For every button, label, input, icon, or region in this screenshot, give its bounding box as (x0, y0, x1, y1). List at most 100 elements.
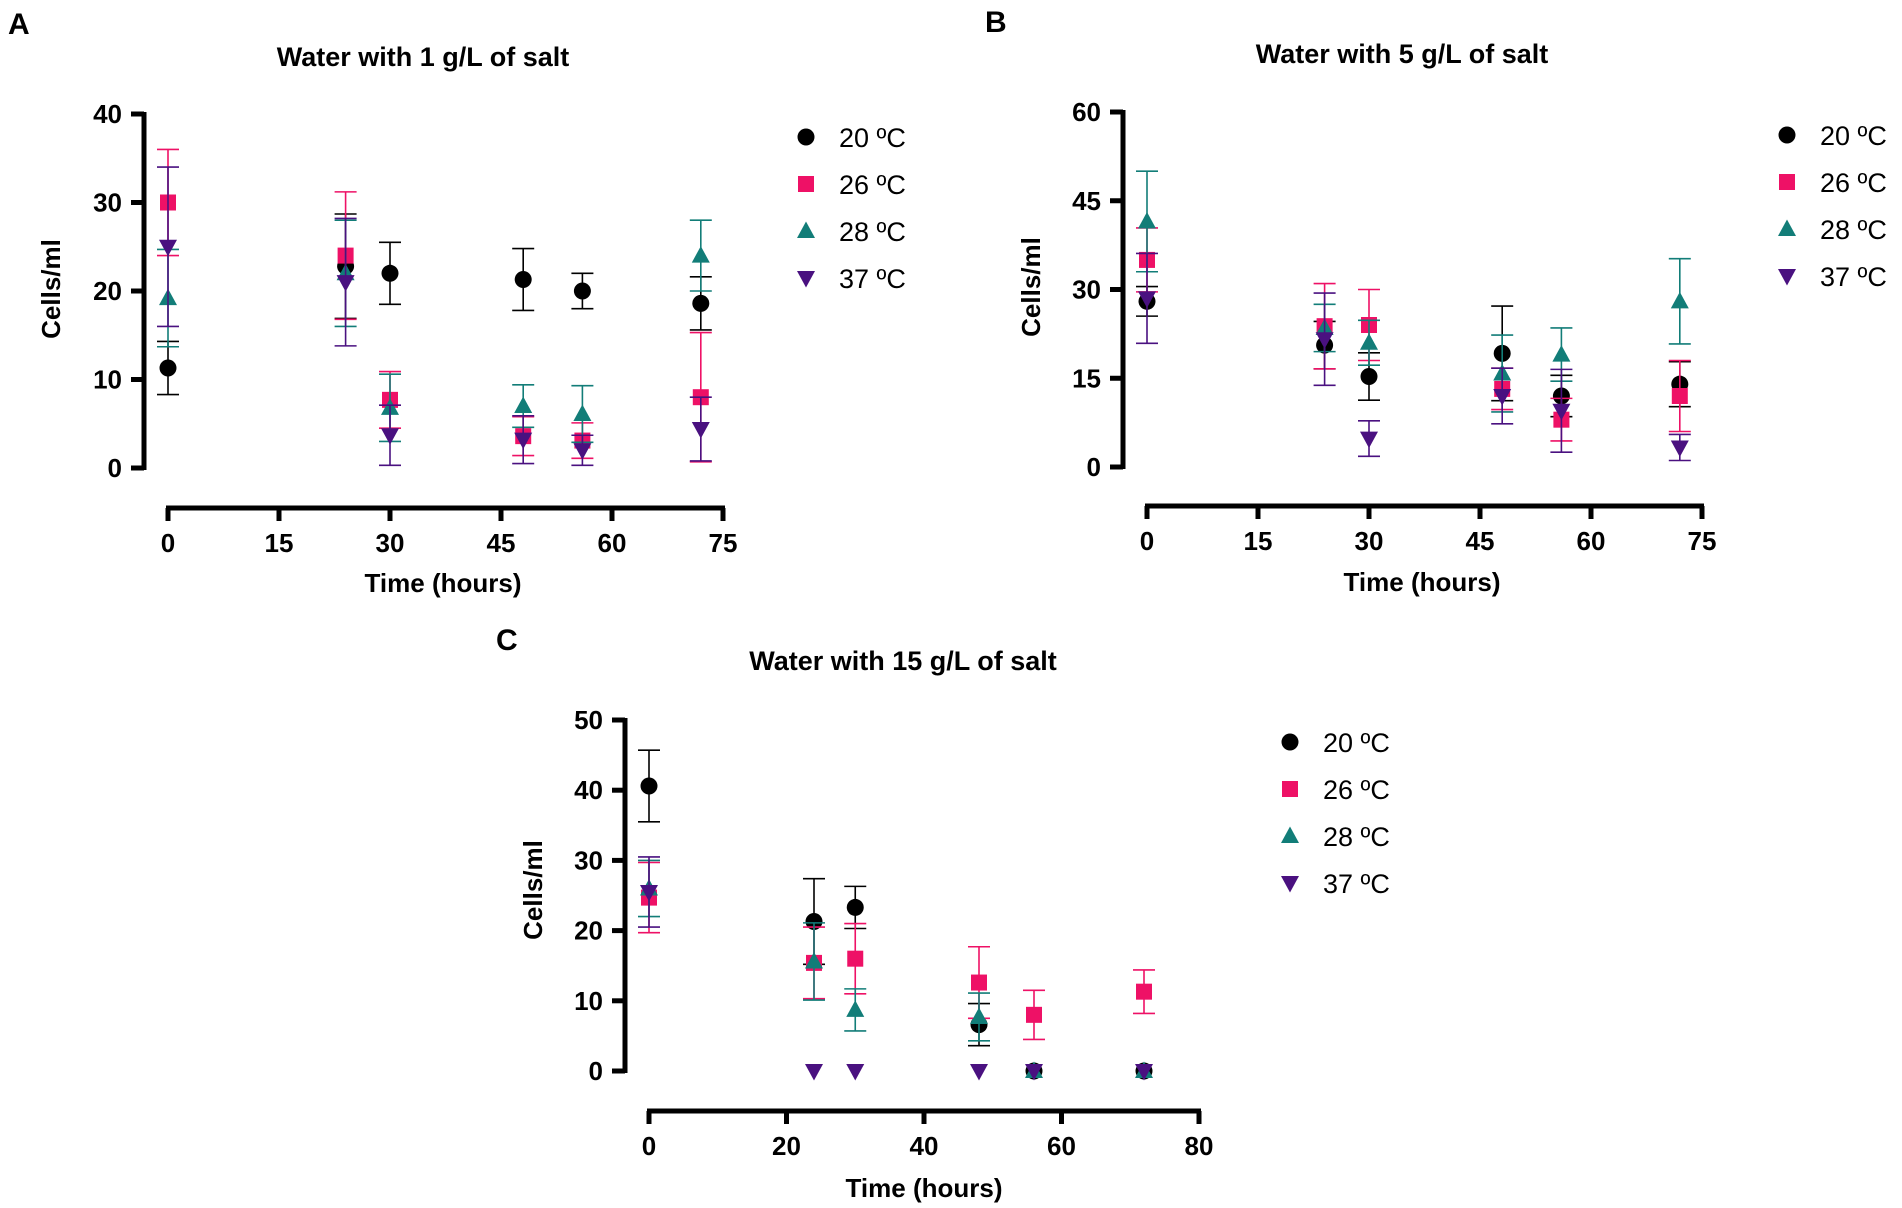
chart-title: Water with 5 g/L of salt (1256, 39, 1549, 69)
panel-letter-a: A (8, 8, 30, 41)
x-tick-label: 30 (1355, 526, 1384, 556)
series-26c (157, 148, 712, 463)
legend-label: 28 ºC (839, 217, 906, 247)
data-point (846, 1000, 865, 1017)
y-tick-label: 40 (574, 775, 603, 805)
data-point (805, 912, 823, 930)
series-28c (157, 219, 712, 444)
data-point (1670, 440, 1689, 457)
x-tick-label: 0 (642, 1131, 656, 1161)
x-tick-label: 20 (772, 1131, 801, 1161)
y-axis-label: Cells/ml (1016, 237, 1046, 337)
data-point (159, 239, 177, 257)
legend-label: 37 ºC (839, 264, 906, 294)
data-point (1552, 403, 1571, 421)
x-tick-label: 15 (1244, 526, 1273, 556)
panel-a: A Water with 1 g/L of salt Time (hours) … (8, 8, 906, 598)
legend-marker (1281, 876, 1299, 893)
legend-entry: 28 ºC (1281, 822, 1390, 852)
x-tick-label: 75 (709, 528, 738, 558)
data-point (805, 951, 823, 969)
x-tick-label: 45 (1466, 526, 1495, 556)
x-axis-label: Time (hours) (846, 1173, 1003, 1203)
y-axis-label: Cells/ml (36, 239, 66, 339)
legend-marker (1778, 269, 1796, 286)
data-point (1136, 983, 1152, 1000)
legend-marker (1282, 781, 1298, 797)
legend-label: 26 ºC (839, 170, 906, 200)
x-tick-label: 60 (1577, 526, 1606, 556)
y-tick-label: 10 (93, 365, 122, 395)
series-37c (157, 166, 712, 467)
y-tick-label: 0 (589, 1056, 603, 1086)
legend-entry: 20 ºC (1778, 121, 1887, 151)
data-point (1552, 345, 1571, 362)
legend-marker (1281, 733, 1299, 751)
y-tick-label: 10 (574, 986, 603, 1016)
panel-c: C Water with 15 g/L of salt Time (hours)… (496, 624, 1390, 1203)
y-tick-label: 30 (93, 188, 122, 218)
legend-label: 37 ºC (1820, 262, 1887, 292)
chart-title: Water with 1 g/L of salt (277, 42, 570, 72)
data-point (1360, 367, 1378, 385)
data-point (1671, 388, 1688, 404)
legend-label: 28 ºC (1323, 822, 1390, 852)
x-tick-label: 40 (910, 1131, 939, 1161)
y-tick-label: 20 (93, 276, 122, 306)
legend-marker (798, 176, 814, 192)
data-point (640, 884, 658, 902)
legend-label: 20 ºC (1323, 728, 1390, 758)
data-point (573, 404, 592, 422)
x-axis-label: Time (hours) (1344, 567, 1501, 597)
legend-marker (797, 221, 815, 238)
legend-marker (797, 128, 815, 146)
legend-marker (1778, 126, 1796, 144)
data-point (847, 950, 864, 967)
data-point (1026, 1006, 1042, 1023)
legend-label: 20 ºC (1820, 121, 1887, 151)
legend-label: 26 ºC (1323, 775, 1390, 805)
series-26c (1136, 227, 1691, 442)
data-point (1493, 389, 1512, 406)
series-26c (638, 861, 1155, 1041)
data-point (846, 1064, 865, 1081)
panel-letter-b: B (985, 6, 1007, 39)
legend-marker (1778, 219, 1796, 236)
data-point (691, 246, 710, 263)
data-point (1670, 291, 1689, 309)
x-tick-label: 75 (1688, 526, 1717, 556)
data-point (159, 359, 177, 377)
data-point (805, 1064, 823, 1081)
y-tick-label: 15 (1072, 363, 1101, 393)
y-tick-label: 30 (1072, 275, 1101, 305)
legend-marker (1281, 826, 1299, 843)
legend-entry: 20 ºC (797, 123, 906, 153)
data-point (692, 294, 710, 312)
x-tick-label: 60 (1047, 1131, 1076, 1161)
series-37c (638, 856, 1153, 1081)
legend-entry: 37 ºC (1778, 262, 1887, 292)
y-axis-label: Cells/ml (518, 840, 548, 940)
data-point (970, 1064, 988, 1081)
series-37c (1136, 252, 1691, 462)
y-tick-label: 0 (108, 453, 122, 483)
legend-entry: 28 ºC (797, 217, 906, 247)
series-20c (638, 749, 1153, 1080)
legend-entry: 26 ºC (1779, 168, 1887, 198)
series-20c (157, 213, 712, 396)
data-point (1315, 332, 1334, 349)
x-axis-label: Time (hours) (365, 568, 522, 598)
legend-marker (1779, 174, 1795, 190)
data-point (1360, 431, 1378, 449)
data-point (971, 974, 987, 991)
y-tick-label: 50 (574, 705, 603, 735)
y-tick-label: 60 (1072, 97, 1101, 127)
y-tick-label: 20 (574, 916, 603, 946)
data-point (381, 428, 399, 445)
legend-label: 37 ºC (1323, 869, 1390, 899)
x-tick-label: 0 (161, 528, 175, 558)
data-point (514, 396, 533, 414)
y-tick-label: 40 (93, 99, 122, 129)
x-tick-label: 80 (1185, 1131, 1214, 1161)
